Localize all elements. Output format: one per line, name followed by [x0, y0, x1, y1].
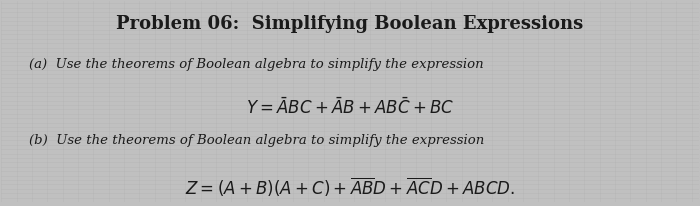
Text: $Y = \bar{A}BC + \bar{A}B + AB\bar{C} + BC$: $Y = \bar{A}BC + \bar{A}B + AB\bar{C} + … — [246, 98, 454, 118]
Text: $Z = (A + B)(A + C) + \overline{AB}D + \overline{AC}D + ABCD.$: $Z = (A + B)(A + C) + \overline{AB}D + \… — [185, 176, 515, 199]
Text: (a)  Use the theorems of Boolean algebra to simplify the expression: (a) Use the theorems of Boolean algebra … — [29, 58, 484, 71]
Text: (b)  Use the theorems of Boolean algebra to simplify the expression: (b) Use the theorems of Boolean algebra … — [29, 134, 484, 147]
Text: Problem 06:  Simplifying Boolean Expressions: Problem 06: Simplifying Boolean Expressi… — [116, 15, 584, 33]
